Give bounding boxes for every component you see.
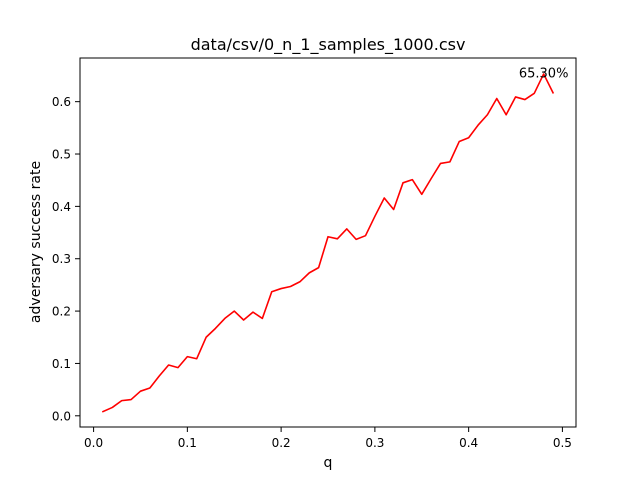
y-tick-label: 0.4 <box>52 200 71 214</box>
x-tick-label: 0.5 <box>553 436 572 450</box>
y-tick-label: 0.1 <box>52 357 71 371</box>
y-axis-label: adversary success rate <box>28 161 44 323</box>
y-tick-label: 0.0 <box>52 409 71 423</box>
annotation-label: 65.30% <box>519 66 569 81</box>
x-tick-label: 0.1 <box>178 436 197 450</box>
x-tick-label: 0.4 <box>459 436 478 450</box>
x-tick-label: 0.2 <box>272 436 291 450</box>
x-tick-label: 0.0 <box>84 436 103 450</box>
y-tick-label: 0.6 <box>52 95 71 109</box>
plot-frame <box>79 57 577 428</box>
y-axis: 0.0 0.1 0.2 0.3 0.4 0.5 0.6 <box>52 95 80 423</box>
x-tick-label: 0.3 <box>365 436 384 450</box>
plot-annotations: 65.30% <box>519 66 569 81</box>
y-tick-label: 0.2 <box>52 305 71 319</box>
x-axis-label: q <box>324 455 333 471</box>
x-axis: 0.0 0.1 0.2 0.3 0.4 0.5 <box>84 427 572 450</box>
series-line-0 <box>101 73 555 413</box>
plot-series <box>101 73 555 413</box>
chart-title: data/csv/0_n_1_samples_1000.csv <box>191 35 466 55</box>
y-tick-label: 0.5 <box>52 148 71 162</box>
y-tick-label: 0.3 <box>52 252 71 266</box>
